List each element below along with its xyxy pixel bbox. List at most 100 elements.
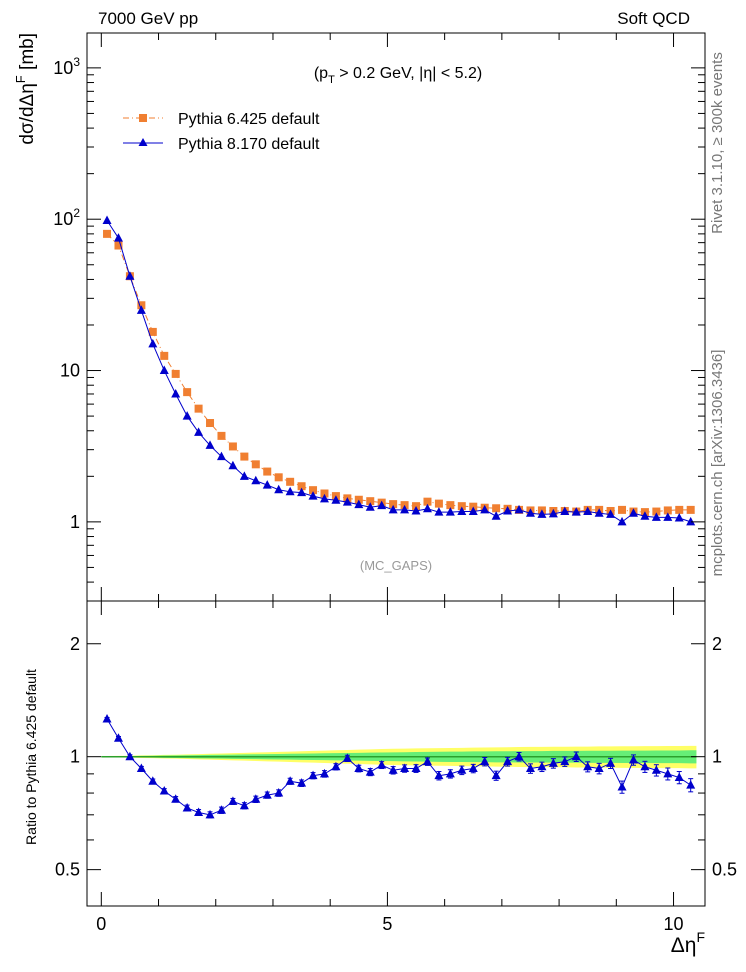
- pythia8-point: [503, 505, 513, 515]
- ratio-point: [457, 765, 467, 774]
- pythia6-point: [446, 501, 455, 510]
- ratio-point: [251, 794, 261, 803]
- pythia8-point: [113, 233, 123, 242]
- pythia6-line: [106, 233, 691, 513]
- pythia8-point: [182, 411, 192, 420]
- pythia8-point: [342, 497, 352, 506]
- x-axis-label-text: Δη: [671, 934, 697, 957]
- pythia8-point: [537, 509, 547, 518]
- pythia6-point: [160, 351, 169, 360]
- ratio-point: [319, 768, 329, 778]
- pythia8-point: [548, 508, 558, 518]
- pythia8-point: [411, 505, 421, 515]
- pythia8-point: [297, 487, 307, 497]
- pythia6-point: [652, 507, 661, 516]
- pythia6-point: [206, 419, 215, 428]
- pythia8-point: [617, 516, 627, 526]
- ratio-point: [365, 767, 375, 776]
- pythia8-point: [663, 512, 673, 521]
- pythia6-point: [297, 482, 306, 491]
- pythia8-point: [560, 506, 570, 516]
- pythia6-point: [183, 388, 192, 397]
- pythia8-point: [525, 508, 535, 517]
- ratio-point: [262, 790, 272, 799]
- ratio-point: [514, 751, 524, 761]
- main-y-axis-label: dσ/dΔηF [mb]: [13, 33, 38, 145]
- pythia6-point: [103, 229, 112, 238]
- ratio-point: [617, 782, 627, 791]
- pythia8-point: [148, 338, 158, 348]
- mcplots-side-label: mcplots.cern.ch [arXiv:1306.3436]: [709, 350, 726, 577]
- ratio-point: [686, 780, 696, 789]
- ratio-point: [434, 770, 444, 780]
- pythia6-point: [423, 497, 432, 506]
- ratio-point: [422, 756, 432, 766]
- pythia8-point: [251, 475, 261, 485]
- main-y-tick-label: 102: [53, 206, 80, 229]
- ratio-y-tick-label-right: 0.5: [712, 860, 737, 880]
- pythia8-point: [285, 486, 295, 496]
- pythia6-point: [228, 442, 237, 451]
- ratio-point: [297, 778, 307, 787]
- pythia8-point: [674, 513, 684, 522]
- pythia6-point: [114, 241, 123, 250]
- x-tick-label: 0: [96, 914, 106, 934]
- ratio-point: [583, 761, 593, 771]
- ratio-point: [377, 760, 387, 769]
- header-left-label: 7000 GeV pp: [98, 9, 198, 28]
- ratio-point: [354, 763, 364, 773]
- ratio-point: [102, 714, 112, 723]
- ratio-point: [571, 751, 581, 761]
- pythia6-point: [286, 477, 295, 486]
- ratio-point: [228, 796, 238, 805]
- ratio-point: [148, 776, 158, 785]
- pythia8-point: [354, 499, 364, 509]
- pythia8-point: [491, 511, 501, 520]
- pythia8-point: [308, 491, 318, 500]
- ratio-point: [606, 758, 616, 767]
- ratio-point: [411, 763, 421, 773]
- pythia6-point: [366, 497, 375, 506]
- pythia6-point: [194, 404, 203, 413]
- pythia8-point: [640, 511, 650, 520]
- ratio-point: [537, 761, 547, 771]
- main-y-tick-label: 103: [53, 55, 80, 78]
- pythia8-point: [274, 484, 284, 494]
- ratio-point: [194, 807, 204, 817]
- ratio-point: [445, 768, 455, 778]
- pythia6-point: [148, 327, 157, 336]
- pythia8-point: [159, 365, 169, 375]
- pythia6-point: [263, 467, 272, 476]
- pythia8-point: [514, 504, 524, 514]
- pythia8-line: [106, 220, 691, 523]
- ratio-point: [136, 763, 146, 773]
- ratio-point: [308, 770, 318, 780]
- ratio-point: [594, 763, 604, 773]
- ratio-point: [663, 768, 673, 778]
- pythia6-point: [309, 486, 318, 495]
- pythia6-point: [251, 460, 260, 469]
- legend-square-marker: [139, 114, 147, 122]
- pythia8-point: [102, 215, 112, 225]
- pythia6-point: [675, 505, 684, 514]
- ratio-point: [503, 756, 513, 766]
- pythia8-point: [594, 508, 604, 517]
- pythia8-point: [331, 495, 341, 504]
- pythia8-point: [434, 507, 444, 516]
- cut-label-suffix: > 0.2 GeV, |η| < 5.2): [335, 65, 482, 82]
- main-plot-panel: 1 10 102 103 (pT > 0.2 GeV, |η| < 5.2) (MC_…: [13, 32, 706, 602]
- ratio-point: [125, 751, 135, 761]
- ratio-point: [205, 809, 215, 819]
- cut-label-sub: T: [328, 74, 335, 86]
- legend-item-pythia8: Pythia 8.170 default: [123, 136, 320, 153]
- ratio-point: [274, 788, 284, 797]
- legend-item-pythia6: Pythia 6.425 default: [123, 111, 320, 128]
- pythia8-point: [445, 507, 455, 516]
- ratio-point: [239, 800, 249, 810]
- pythia8-point: [239, 471, 249, 480]
- pythia8-point: [628, 508, 638, 517]
- pythia6-point: [217, 431, 226, 440]
- legend: Pythia 6.425 default Pythia 8.170 defaul…: [123, 111, 320, 153]
- pythia8-point: [686, 516, 696, 526]
